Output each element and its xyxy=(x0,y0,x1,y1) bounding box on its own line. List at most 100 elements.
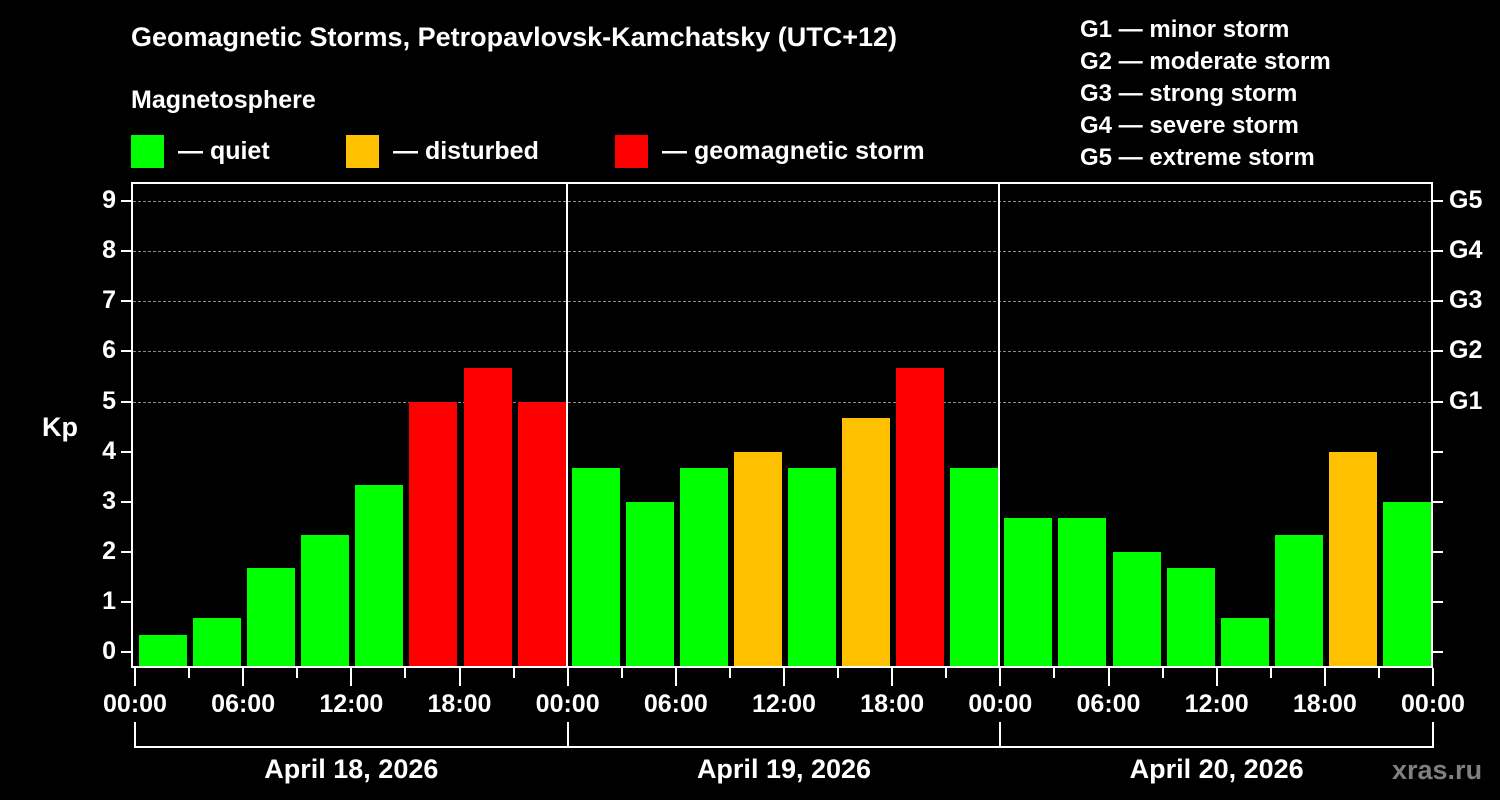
x-tick xyxy=(1377,668,1380,678)
kp-bar xyxy=(571,468,620,666)
x-tick-label: 00:00 xyxy=(103,690,167,718)
legend-storm: — geomagnetic storm xyxy=(615,134,925,168)
kp-bar xyxy=(1112,551,1161,666)
storm-scale-g3: G3 — strong storm xyxy=(1080,80,1298,107)
x-tick-label: 00:00 xyxy=(535,690,600,718)
day-bracket xyxy=(999,722,1433,748)
day-divider xyxy=(998,184,1001,666)
kp-bar xyxy=(463,367,512,666)
gridline xyxy=(133,351,1431,353)
gridline xyxy=(133,251,1431,253)
x-tick-label: 12:00 xyxy=(752,690,816,718)
legend-quiet: — quiet xyxy=(131,134,270,168)
kp-bar xyxy=(733,451,782,666)
y2-tick xyxy=(1433,600,1443,603)
y-tick xyxy=(121,651,131,653)
y-tick-label: 5 xyxy=(102,386,116,415)
x-tick xyxy=(188,668,191,678)
kp-bar xyxy=(896,367,945,666)
x-tick xyxy=(242,668,245,686)
y-tick-label: 7 xyxy=(102,286,116,315)
x-tick xyxy=(999,668,1002,686)
legend-storm-label: — geomagnetic storm xyxy=(662,136,925,165)
g-scale-label: G3 xyxy=(1449,286,1483,315)
g-scale-label: G1 xyxy=(1449,386,1483,415)
x-tick xyxy=(1269,668,1272,678)
day-divider xyxy=(565,184,568,666)
x-tick xyxy=(674,668,677,686)
y-tick-label: 9 xyxy=(102,186,116,215)
y-tick xyxy=(121,350,131,353)
day-bracket xyxy=(566,722,1001,748)
legend-quiet-label: — quiet xyxy=(178,136,270,165)
x-tick xyxy=(134,668,136,686)
y2-tick xyxy=(1433,200,1443,203)
x-tick xyxy=(837,668,840,678)
kp-bar xyxy=(788,468,837,666)
y2-tick xyxy=(1433,400,1443,403)
g-scale-label: G4 xyxy=(1449,236,1483,265)
y-tick xyxy=(121,600,131,603)
quiet-swatch-icon xyxy=(131,134,164,168)
x-tick xyxy=(1215,668,1218,686)
storm-scale-g2: G2 — moderate storm xyxy=(1080,48,1331,75)
y2-tick xyxy=(1433,450,1443,453)
kp-bar xyxy=(1058,518,1107,666)
y2-tick xyxy=(1433,250,1443,253)
x-tick xyxy=(945,668,948,678)
y-tick xyxy=(121,450,131,453)
x-tick xyxy=(620,668,623,678)
kp-bar xyxy=(409,401,458,666)
y2-tick xyxy=(1433,500,1443,503)
watermark: xras.ru xyxy=(1392,755,1483,785)
kp-bar xyxy=(625,501,674,666)
y-tick-label: 6 xyxy=(102,336,116,365)
storm-scale-g5: G5 — extreme storm xyxy=(1080,144,1315,171)
gridline xyxy=(133,401,1431,403)
x-tick xyxy=(458,668,461,686)
y-tick-label: 0 xyxy=(102,637,116,665)
x-tick xyxy=(566,668,569,686)
kp-bar xyxy=(950,468,999,666)
x-tick xyxy=(1053,668,1056,678)
x-tick-label: 12:00 xyxy=(319,690,384,718)
x-tick xyxy=(728,668,731,678)
day-bracket-end xyxy=(1432,722,1434,748)
y-tick xyxy=(121,500,131,503)
y-tick-label: 1 xyxy=(102,586,116,615)
x-tick xyxy=(350,668,353,686)
kp-bar xyxy=(193,618,242,666)
storm-scale-g1: G1 — minor storm xyxy=(1080,16,1290,43)
storm-swatch-icon xyxy=(615,134,648,168)
gridline xyxy=(133,301,1431,303)
y2-tick xyxy=(1433,350,1443,353)
y2-tick xyxy=(1433,300,1443,303)
day-label: April 19, 2026 xyxy=(696,754,872,784)
y2-tick xyxy=(1433,550,1443,553)
kp-bar xyxy=(1328,451,1377,666)
x-tick-label: 12:00 xyxy=(1184,690,1249,718)
legend-disturbed-label: — disturbed xyxy=(393,136,539,165)
kp-bar xyxy=(1382,501,1431,666)
g-scale-label: G5 xyxy=(1449,186,1483,215)
x-tick xyxy=(891,668,894,686)
legend-title: Magnetosphere xyxy=(131,86,316,114)
x-tick-label: 00:00 xyxy=(1401,690,1465,718)
day-label: April 20, 2026 xyxy=(1129,754,1304,784)
kp-bar xyxy=(139,635,188,666)
kp-bar xyxy=(679,468,728,666)
y-tick-label: 8 xyxy=(102,236,116,265)
x-tick xyxy=(1323,668,1326,686)
storm-scale-list: G1 — minor storm G2 — moderate storm G3 … xyxy=(1080,14,1331,174)
g-scale-label: G2 xyxy=(1449,336,1483,365)
kp-bar xyxy=(355,485,404,666)
kp-bar xyxy=(1220,618,1269,666)
day-label: April 18, 2026 xyxy=(264,754,439,784)
kp-bar xyxy=(301,535,350,666)
day-bracket xyxy=(134,722,568,748)
chart-title: Geomagnetic Storms, Petropavlovsk-Kamcha… xyxy=(131,22,898,52)
x-tick xyxy=(1432,668,1434,686)
x-tick-label: 00:00 xyxy=(968,690,1033,718)
y-tick-label: 3 xyxy=(102,486,116,515)
kp-bar xyxy=(1166,568,1215,666)
